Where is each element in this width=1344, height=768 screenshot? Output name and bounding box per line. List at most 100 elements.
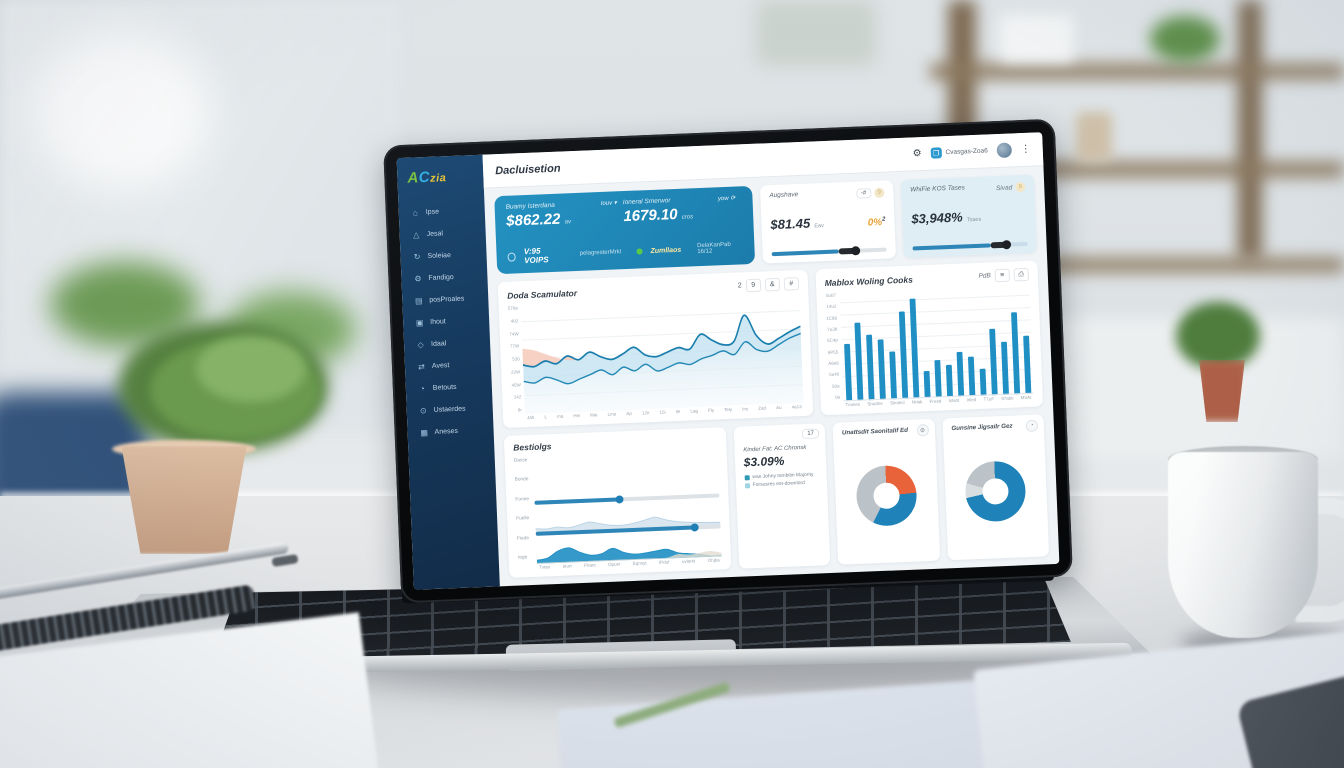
line-toolbar-button[interactable]: # (783, 277, 799, 291)
sidebar-item-icon: ⇄ (417, 362, 426, 372)
app-logo[interactable]: ACzia (397, 155, 484, 193)
control-slider-1[interactable] (534, 493, 720, 505)
workspace-icon: ❐ (930, 147, 942, 159)
x-tick: Lag (690, 408, 699, 414)
sidebar-item-ustaerdes[interactable]: ⊙ Ustaerdes (406, 399, 493, 419)
y-tick: 5u07 (825, 292, 837, 299)
sidebar-item-soleiae[interactable]: ↻ Soleiae (400, 246, 487, 266)
kpi-row: Buamy Isterdana $862.22 av Iouv ▾ Ionera… (494, 174, 1037, 275)
sidebar-item-label: Idaal (430, 340, 447, 348)
sidebar-item-jesal[interactable]: △ Jesal (399, 224, 486, 244)
x-tick: Tvtao (538, 564, 551, 570)
dashboard-content: Buamy Isterdana $862.22 av Iouv ▾ Ionera… (484, 166, 1060, 586)
coin-icon[interactable]: 9 (874, 187, 885, 198)
status-dot (636, 248, 643, 255)
donut-card-button[interactable]: ◔ (1025, 419, 1039, 433)
controls-row-labels: Dasse Bonde Fonee Fuelle Fiede rege (514, 454, 533, 570)
page-title: Dacluisetion (494, 162, 561, 177)
kebab-menu-icon[interactable]: ⋮ (1020, 143, 1031, 156)
sparkline-dark-svg (536, 547, 722, 564)
sidebar-item-label: Avest (431, 362, 450, 370)
line-chart-svg (521, 310, 804, 415)
shelf-plant (1150, 16, 1220, 62)
sidebar-nav: ⌂ Ipse △ Jesal ↻ Soleiae ⚙ Fandigo ▤ posProales ▣ I… (398, 202, 493, 442)
sidebar-item-ipse[interactable]: ⌂ Ipse (398, 202, 485, 222)
bar (956, 351, 964, 397)
donut-card-2: ◔ Gunsine Jigsailr Gez (941, 414, 1050, 561)
line-toolbar-button[interactable]: & (764, 277, 780, 292)
charts-row: Doda Scamulator 2 9 & # 570a 402 74W 77W 530 22… (497, 260, 1044, 429)
card-title: Doda Scamulator (506, 287, 578, 301)
bar-toolbar-button[interactable]: ⎙ (1013, 267, 1030, 282)
workspace-switcher[interactable]: ❐ Cvasgas-Zoa6 (930, 145, 988, 159)
stat-slider[interactable] (771, 246, 887, 257)
mini-kpi-card: 17 Kinder Fat: AC Chronsk $3.09% was Joh… (733, 423, 831, 569)
sidebar-item-posproales[interactable]: ▤ posProales (402, 290, 489, 310)
x-tick: Ohjba (707, 557, 720, 563)
metric-suffix: av (564, 219, 572, 226)
period-chip-2[interactable]: yow ⟳ (717, 195, 736, 203)
avatar[interactable] (996, 142, 1013, 159)
line-toolbar-button[interactable]: 9 (745, 278, 762, 293)
slider-knob[interactable] (1002, 240, 1012, 250)
bar-toolbar-button[interactable]: ≡ (994, 268, 1011, 283)
stat-value: $81.45 (770, 215, 811, 233)
sidebar-item-avest[interactable]: ⇄ Avest (405, 356, 492, 376)
stat-percent: 0%2 (867, 216, 886, 229)
x-tick: Ieurt (562, 563, 572, 569)
sidebar-item-fandigo[interactable]: ⚙ Fandigo (401, 268, 488, 288)
stat-value: $3,948% (911, 209, 963, 227)
x-tick: Ile (675, 408, 681, 415)
laptop-screen-bezel: ACzia ⌂ Ipse △ Jesal ↻ Soleiae ⚙ Fandigo ▤ posPro… (383, 118, 1073, 604)
metric-suffix: cros (681, 214, 694, 221)
row-label: Bonde (514, 477, 529, 484)
bar (1022, 335, 1031, 395)
y-tick: 570a (507, 305, 518, 311)
x-tick: ma (556, 413, 564, 419)
sidebar-item-idaal[interactable]: ◇ Idaal (404, 334, 491, 354)
bokeh-highlight (30, 30, 210, 190)
sidebar-item-label: Soleiae (427, 252, 452, 260)
mini-card-legend: was Johny tombilin Majority Forsusres est… (744, 469, 818, 489)
x-tick: Fly (707, 407, 715, 413)
status-label: Zumllaos (650, 246, 682, 255)
slider-knob[interactable] (615, 495, 624, 504)
chevron-down-icon: ▾ (613, 200, 617, 207)
x-tick: Slmiecl (889, 399, 905, 406)
sidebar-item-icon: ⊙ (419, 406, 427, 416)
coin-icon[interactable]: 9 (1015, 181, 1026, 193)
bar (988, 328, 998, 396)
bar (909, 298, 919, 399)
hero-footer-left: V:95 VOIPS (523, 246, 549, 266)
card-title: Mablox Woling Cooks (824, 274, 913, 288)
sidebar-item-icon: △ (412, 230, 420, 240)
legend-swatch (744, 475, 750, 481)
controls-card: Bestiolgs Dasse Bonde Fonee Fuelle Fiede rege (503, 427, 732, 578)
sidebar-item-betouts[interactable]: ◔ Betouts (406, 378, 493, 398)
sidebar-item-ihout[interactable]: ▣ Ihout (403, 312, 490, 332)
target-icon (507, 251, 517, 262)
y-tick: 45W (511, 381, 521, 388)
stat-card-1: Augshave -# 9 $81.45 Eav 0%2 (759, 180, 896, 264)
hero-footer: V:95 VOIPS pelagresterMrkl Zumllaos Dela… (507, 238, 743, 265)
slider-knob[interactable] (690, 523, 699, 532)
slider-knob[interactable] (850, 246, 861, 256)
x-tick: IPduf (658, 559, 670, 565)
gear-icon[interactable]: ⚙ (912, 148, 922, 160)
x-tick: Eqnsyt (632, 560, 647, 566)
row-label: Fonee (515, 496, 530, 503)
sidebar-item-icon: ◇ (417, 340, 424, 350)
stat-toggle-button[interactable]: -# (855, 188, 872, 199)
period-chip-1[interactable]: Iouv ▾ (600, 200, 617, 207)
stat-slider[interactable] (912, 240, 1028, 251)
x-tick: uvlarkt (681, 558, 696, 565)
donut-card-button[interactable]: ⚙ (916, 424, 929, 437)
y-tick: 0a (834, 394, 841, 400)
bar (865, 334, 875, 401)
mini-card-button[interactable]: 17 (802, 428, 820, 440)
sidebar-item-aneses[interactable]: ▦ Aneses (407, 421, 494, 441)
shelf-box (1000, 14, 1074, 62)
x-tick: Fruad (929, 398, 942, 404)
bar-chart-card: Mablox Woling Cooks PdB ≡ ⎙ 5u07 14u2 1C88 7… (815, 260, 1044, 416)
